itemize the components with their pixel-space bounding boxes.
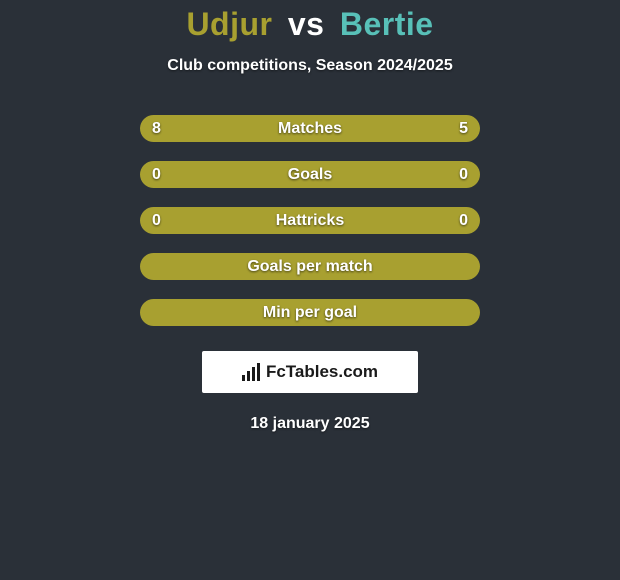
vs-text: vs	[288, 6, 325, 42]
stat-row: 0 Goals 0	[140, 161, 480, 188]
stat-left-value: 8	[152, 120, 161, 138]
player1-name: Udjur	[186, 6, 272, 42]
stat-row: Min per goal	[140, 299, 480, 326]
stat-row: Goals per match	[140, 253, 480, 280]
stat-row: 8 Matches 5	[140, 115, 480, 142]
stat-bar: Min per goal	[140, 299, 480, 326]
page-title: Udjur vs Bertie	[186, 6, 433, 43]
stat-label: Matches	[278, 120, 342, 138]
date-label: 18 january 2025	[250, 415, 369, 433]
player2-name: Bertie	[340, 6, 434, 42]
stat-bar: Goals per match	[140, 253, 480, 280]
stat-bar: 8 Matches 5	[140, 115, 480, 142]
stat-label: Min per goal	[263, 304, 357, 322]
stat-right-value: 0	[459, 212, 468, 230]
comparison-card: Udjur vs Bertie Club competitions, Seaso…	[0, 0, 620, 433]
stat-label: Hattricks	[276, 212, 344, 230]
stat-bar: 0 Goals 0	[140, 161, 480, 188]
stat-label: Goals	[288, 166, 332, 184]
stat-bar: 0 Hattricks 0	[140, 207, 480, 234]
stats-list: 8 Matches 5 0 Goals 0 0 Hattricks 0 Goals per mat…	[140, 115, 480, 345]
source-logo: FcTables.com	[202, 351, 418, 393]
stat-label: Goals per match	[247, 258, 372, 276]
stat-row: 0 Hattricks 0	[140, 207, 480, 234]
chart-icon	[242, 363, 260, 381]
stat-left-value: 0	[152, 212, 161, 230]
stat-right-value: 5	[459, 120, 468, 138]
stat-right-value: 0	[459, 166, 468, 184]
subtitle: Club competitions, Season 2024/2025	[167, 57, 452, 75]
stat-left-value: 0	[152, 166, 161, 184]
logo-text: FcTables.com	[266, 362, 378, 382]
